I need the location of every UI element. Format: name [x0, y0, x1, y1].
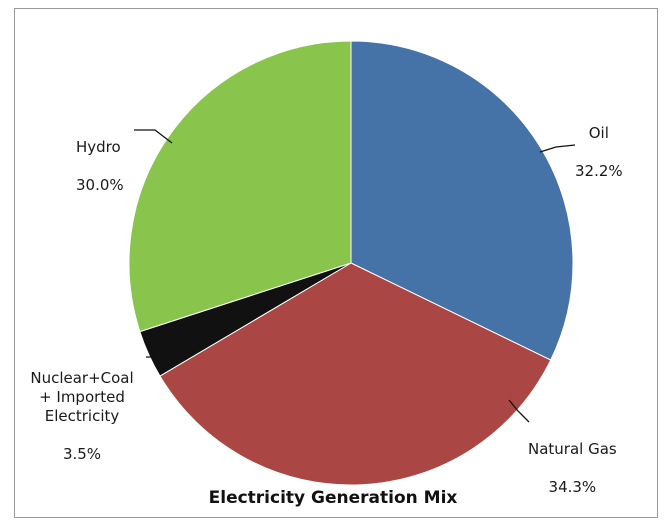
slice-label-natural-gas: Natural Gas 34.3%	[528, 421, 617, 516]
leader-line-oil	[539, 144, 576, 153]
slice-name-nuclear-coal-imported: Nuclear+Coal + Imported Electricity	[30, 369, 134, 425]
slice-label-oil: Oil 32.2%	[575, 105, 623, 200]
slice-value-oil: 32.2%	[575, 162, 623, 180]
slice-value-nuclear-coal-imported: 3.5%	[62, 445, 102, 463]
slice-value-natural-gas: 34.3%	[548, 478, 597, 496]
slice-hydro	[128, 40, 352, 333]
slice-name-natural-gas: Natural Gas	[528, 440, 617, 458]
leader-line-nuclear-coal-imported	[146, 342, 155, 358]
slice-value-hydro: 30.0%	[76, 176, 124, 194]
slice-label-nuclear-coal-imported: Nuclear+Coal + Imported Electricity 3.5%	[16, 350, 148, 483]
leader-line-natural-gas	[508, 399, 530, 423]
slice-name-hydro: Hydro	[76, 138, 121, 156]
slice-label-hydro: Hydro 30.0%	[76, 119, 124, 214]
slice-name-oil: Oil	[588, 124, 609, 142]
slice-oil	[350, 40, 574, 361]
chart-title: Electricity Generation Mix	[208, 488, 458, 508]
leader-line-hydro	[134, 129, 173, 144]
